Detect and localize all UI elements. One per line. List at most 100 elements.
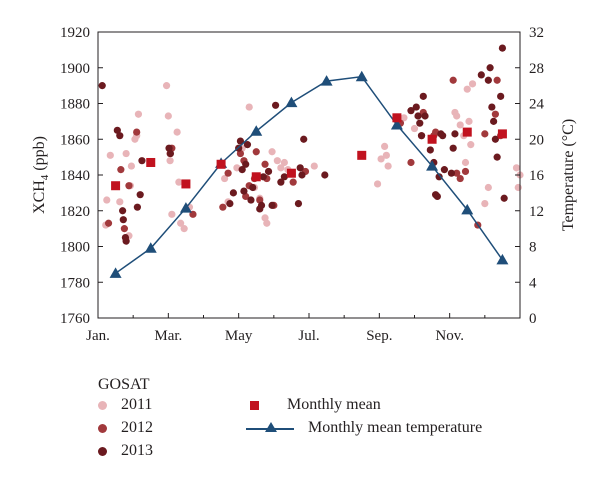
point-2013 (435, 173, 443, 181)
legend-label: 2013 (121, 442, 153, 459)
point-2013 (236, 137, 245, 145)
point-2011 (164, 112, 172, 120)
legend-item: 2013 (98, 442, 153, 460)
point-2012 (407, 158, 415, 167)
y-tick-label: 1800 (60, 240, 90, 256)
point-2013 (119, 216, 127, 224)
point-2013 (412, 103, 420, 111)
temperature-point (426, 160, 439, 171)
temperature-point (179, 202, 192, 213)
monthly-mean-point (462, 127, 472, 137)
y2-tick-label: 12 (529, 204, 544, 220)
temperature-point (109, 267, 122, 278)
data-points-layer (98, 44, 524, 245)
point-2011 (166, 157, 174, 165)
point-2012 (133, 128, 141, 136)
y-tick-label: 1860 (60, 132, 90, 148)
point-2011 (103, 196, 111, 204)
point-2011 (162, 82, 171, 90)
point-2013 (226, 200, 234, 208)
temperature-point (355, 70, 368, 82)
point-2012 (449, 76, 457, 84)
monthly-mean-point (286, 168, 296, 178)
point-2013 (271, 101, 280, 109)
y2-tick-label: 32 (529, 25, 544, 41)
point-2013 (294, 200, 303, 208)
point-2011 (484, 183, 492, 192)
temperature-layer (109, 70, 509, 278)
point-2013 (493, 153, 501, 161)
point-2013 (268, 201, 276, 209)
legend-label: Monthly mean (287, 396, 381, 413)
point-2013 (257, 201, 266, 209)
point-2011 (116, 198, 124, 206)
point-2013 (490, 117, 498, 125)
point-2013 (433, 192, 441, 201)
point-2011 (453, 112, 461, 120)
y-tick-label: 1780 (60, 275, 90, 291)
point-2013 (477, 71, 485, 79)
point-2011 (400, 114, 408, 122)
point-2013 (497, 92, 505, 100)
point-2011 (245, 103, 253, 111)
point-2011 (180, 225, 188, 233)
point-2013 (166, 149, 175, 158)
point-2011 (373, 180, 382, 188)
legend-square-marker (250, 400, 259, 410)
point-2012 (120, 225, 128, 233)
y2-tick-label: 24 (529, 97, 545, 113)
point-2011 (467, 141, 475, 149)
monthly-mean-layer (111, 113, 507, 191)
point-2011 (461, 158, 470, 167)
point-2013 (488, 103, 496, 111)
point-2011 (377, 155, 385, 163)
point-2011 (481, 200, 489, 208)
point-2013 (321, 171, 329, 179)
monthly-mean-point (427, 134, 437, 144)
y-tick-label: 1880 (60, 97, 90, 113)
point-2012 (104, 219, 113, 227)
point-2013 (486, 64, 494, 72)
point-2013 (243, 141, 252, 149)
monthly-mean-point (146, 157, 156, 167)
point-2013 (264, 167, 273, 176)
monthly-mean-point (181, 179, 191, 189)
legend-label: 2011 (121, 396, 153, 413)
point-2013 (133, 203, 141, 211)
legend-label: Monthly mean temperature (308, 419, 483, 436)
point-2013 (113, 126, 121, 134)
point-2012 (481, 130, 489, 138)
point-2011 (122, 149, 130, 158)
point-2011 (310, 162, 318, 170)
y2-tick-label: 8 (529, 240, 537, 256)
point-2013 (484, 76, 492, 84)
y-tick-label: 1760 (60, 311, 90, 327)
temperature-point (320, 75, 333, 86)
point-2013 (426, 146, 434, 154)
point-2013 (229, 189, 237, 197)
temperature-line (115, 75, 504, 274)
point-2013 (451, 130, 459, 138)
point-2011 (410, 124, 419, 133)
y-tick-label: 1840 (60, 168, 90, 184)
point-2013 (407, 107, 415, 115)
point-2011 (134, 110, 143, 118)
temperature-point (144, 242, 157, 253)
point-2013 (491, 135, 499, 143)
point-2011 (381, 142, 389, 150)
point-2013 (300, 135, 308, 143)
point-2012 (261, 160, 269, 168)
point-2011 (465, 117, 473, 125)
point-2013 (419, 92, 427, 100)
legend-line-triangle-marker (246, 422, 294, 434)
point-2013 (247, 196, 255, 204)
x-tick-label: May (225, 328, 253, 344)
point-2011 (273, 157, 281, 165)
point-2012 (491, 110, 499, 118)
point-2012 (456, 174, 464, 183)
monthly-mean-point (497, 129, 507, 139)
x-tick-label: Jul. (298, 328, 319, 344)
point-2013 (119, 207, 127, 215)
point-2011 (268, 148, 276, 156)
